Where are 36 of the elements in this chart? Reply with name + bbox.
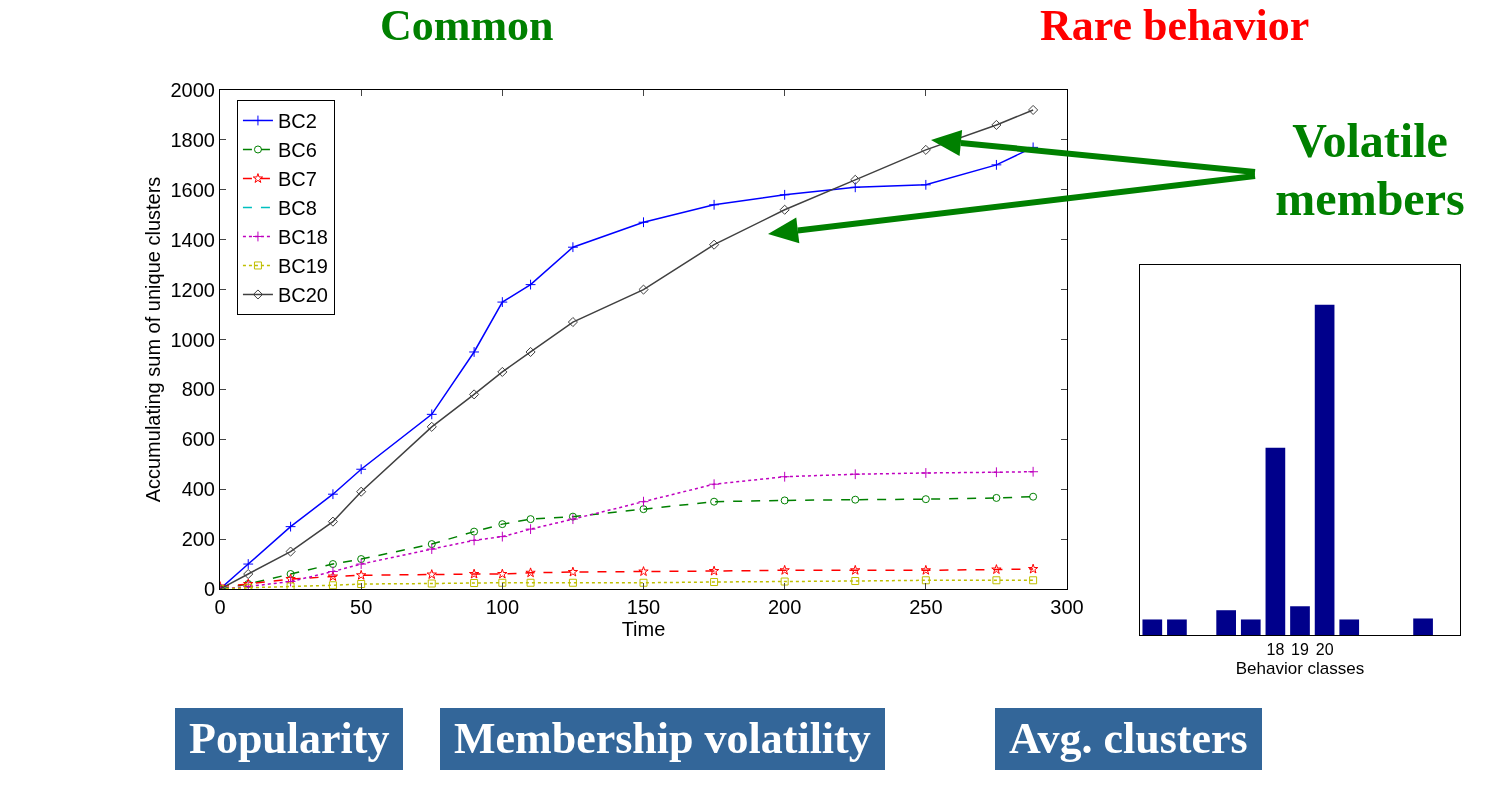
- x-axis-title: Time: [621, 618, 666, 640]
- legend-label: BC18: [277, 226, 328, 249]
- y-tick-label: 600: [181, 428, 215, 451]
- y-tick-label: 0: [203, 578, 215, 600]
- y-tick-label: 400: [181, 478, 215, 501]
- x-tick-label: 300: [1050, 596, 1084, 618]
- y-tick-label: 1800: [170, 128, 215, 151]
- y-tick-label: 2000: [170, 79, 215, 101]
- y-axis-title: Accumulating sum of unique clusters: [142, 176, 164, 503]
- x-tick-label: 100: [485, 596, 520, 618]
- text: Common: [380, 1, 554, 50]
- text: Volatile members: [1274, 113, 1466, 227]
- legend-label: BC6: [277, 139, 317, 162]
- x-tick-label: 250: [909, 596, 943, 618]
- x-tick-label: 18: [1266, 641, 1285, 659]
- x-tick-label: 19: [1291, 641, 1309, 659]
- text: Popularity: [175, 708, 404, 770]
- x-tick-label: 50: [350, 596, 373, 618]
- y-tick-label: 1600: [170, 178, 215, 201]
- y-tick-label: 1400: [170, 228, 215, 251]
- y-tick-label: 200: [181, 528, 215, 551]
- text: Rare behavior: [1040, 1, 1310, 50]
- legend-label: BC8: [277, 197, 317, 220]
- y-tick-label: 1000: [170, 328, 215, 351]
- x-tick-label: 200: [767, 596, 802, 618]
- x-axis-title: Behavior classes: [1235, 658, 1365, 678]
- text: Membership volatility: [440, 708, 885, 770]
- legend-label: BC19: [277, 255, 328, 278]
- y-tick-label: 800: [181, 378, 215, 401]
- legend-label: BC2: [277, 110, 317, 133]
- y-tick-label: 1200: [170, 278, 215, 301]
- text: Avg. clusters: [995, 708, 1262, 770]
- x-tick-label: 20: [1315, 641, 1334, 659]
- legend-label: BC20: [277, 284, 328, 307]
- legend-label: BC7: [277, 168, 317, 191]
- x-tick-label: 150: [626, 596, 661, 618]
